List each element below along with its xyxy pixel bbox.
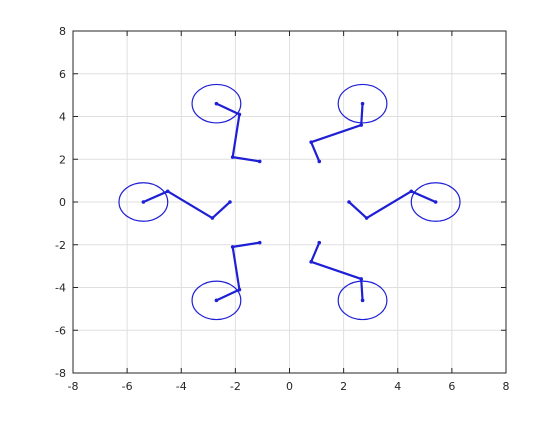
x-tick-label-1: -6 xyxy=(122,380,133,393)
linkage-point-2-3 xyxy=(214,101,219,106)
linkage-point-3-1 xyxy=(309,140,313,144)
y-tick-label-6: 4 xyxy=(59,111,66,124)
linkage-point-3-2 xyxy=(359,123,364,127)
linkage-point-5-0 xyxy=(317,240,322,245)
circle-0 xyxy=(118,182,169,222)
x-tick-label-5: 2 xyxy=(340,380,347,393)
y-tick-label-3: -2 xyxy=(55,239,66,252)
linkage-line-4 xyxy=(215,241,260,302)
linkage-point-2-0 xyxy=(257,159,262,164)
linkage-line-5 xyxy=(310,242,364,301)
linkage-point-3-0 xyxy=(317,159,322,164)
circle-3 xyxy=(337,83,388,124)
linkage-line-0 xyxy=(142,190,231,220)
circle-5 xyxy=(337,280,388,321)
x-tick-label-6: 4 xyxy=(394,380,401,393)
linkage-point-1-2 xyxy=(409,189,414,194)
y-tick-label-2: -4 xyxy=(55,282,66,295)
y-tick-label-5: 2 xyxy=(59,153,66,166)
circle-2 xyxy=(191,83,242,124)
linkage-point-4-2 xyxy=(237,287,242,292)
y-tick-label-4: 0 xyxy=(59,196,66,209)
linkage-point-1-0 xyxy=(347,200,351,204)
x-tick-label-0: -8 xyxy=(68,380,79,393)
linkage-line-1 xyxy=(348,190,437,220)
y-tick-label-1: -6 xyxy=(55,324,66,337)
linkage-point-4-3 xyxy=(214,298,219,303)
y-tick-label-0: -8 xyxy=(55,367,66,380)
linkage-point-4-1 xyxy=(230,245,235,249)
x-tick-label-2: -4 xyxy=(176,380,187,393)
linkage-point-5-1 xyxy=(309,260,313,264)
linkage-point-2-2 xyxy=(237,112,242,117)
x-tick-label-4: 0 xyxy=(286,380,293,393)
linkage-point-1-1 xyxy=(364,216,369,220)
linkage-point-0-1 xyxy=(210,216,215,220)
linkage-point-1-3 xyxy=(433,200,438,204)
linkage-point-4-0 xyxy=(257,240,262,245)
linkage-point-2-1 xyxy=(230,155,235,159)
linkage-line-2 xyxy=(215,102,260,163)
linkage-line-3 xyxy=(310,103,364,162)
linkage-point-5-2 xyxy=(359,277,364,281)
linkage-point-5-3 xyxy=(360,298,365,303)
circle-1 xyxy=(410,182,461,222)
linkage-point-0-3 xyxy=(141,200,146,204)
x-tick-label-7: 6 xyxy=(448,380,455,393)
x-tick-label-8: 8 xyxy=(503,380,510,393)
y-tick-label-7: 6 xyxy=(59,68,66,81)
y-tick-label-8: 8 xyxy=(59,25,66,38)
linkage-point-0-2 xyxy=(165,189,170,194)
x-tick-label-3: -2 xyxy=(230,380,241,393)
linkage-point-3-3 xyxy=(360,101,365,106)
linkage-point-0-0 xyxy=(228,200,232,204)
circle-4 xyxy=(191,280,242,321)
